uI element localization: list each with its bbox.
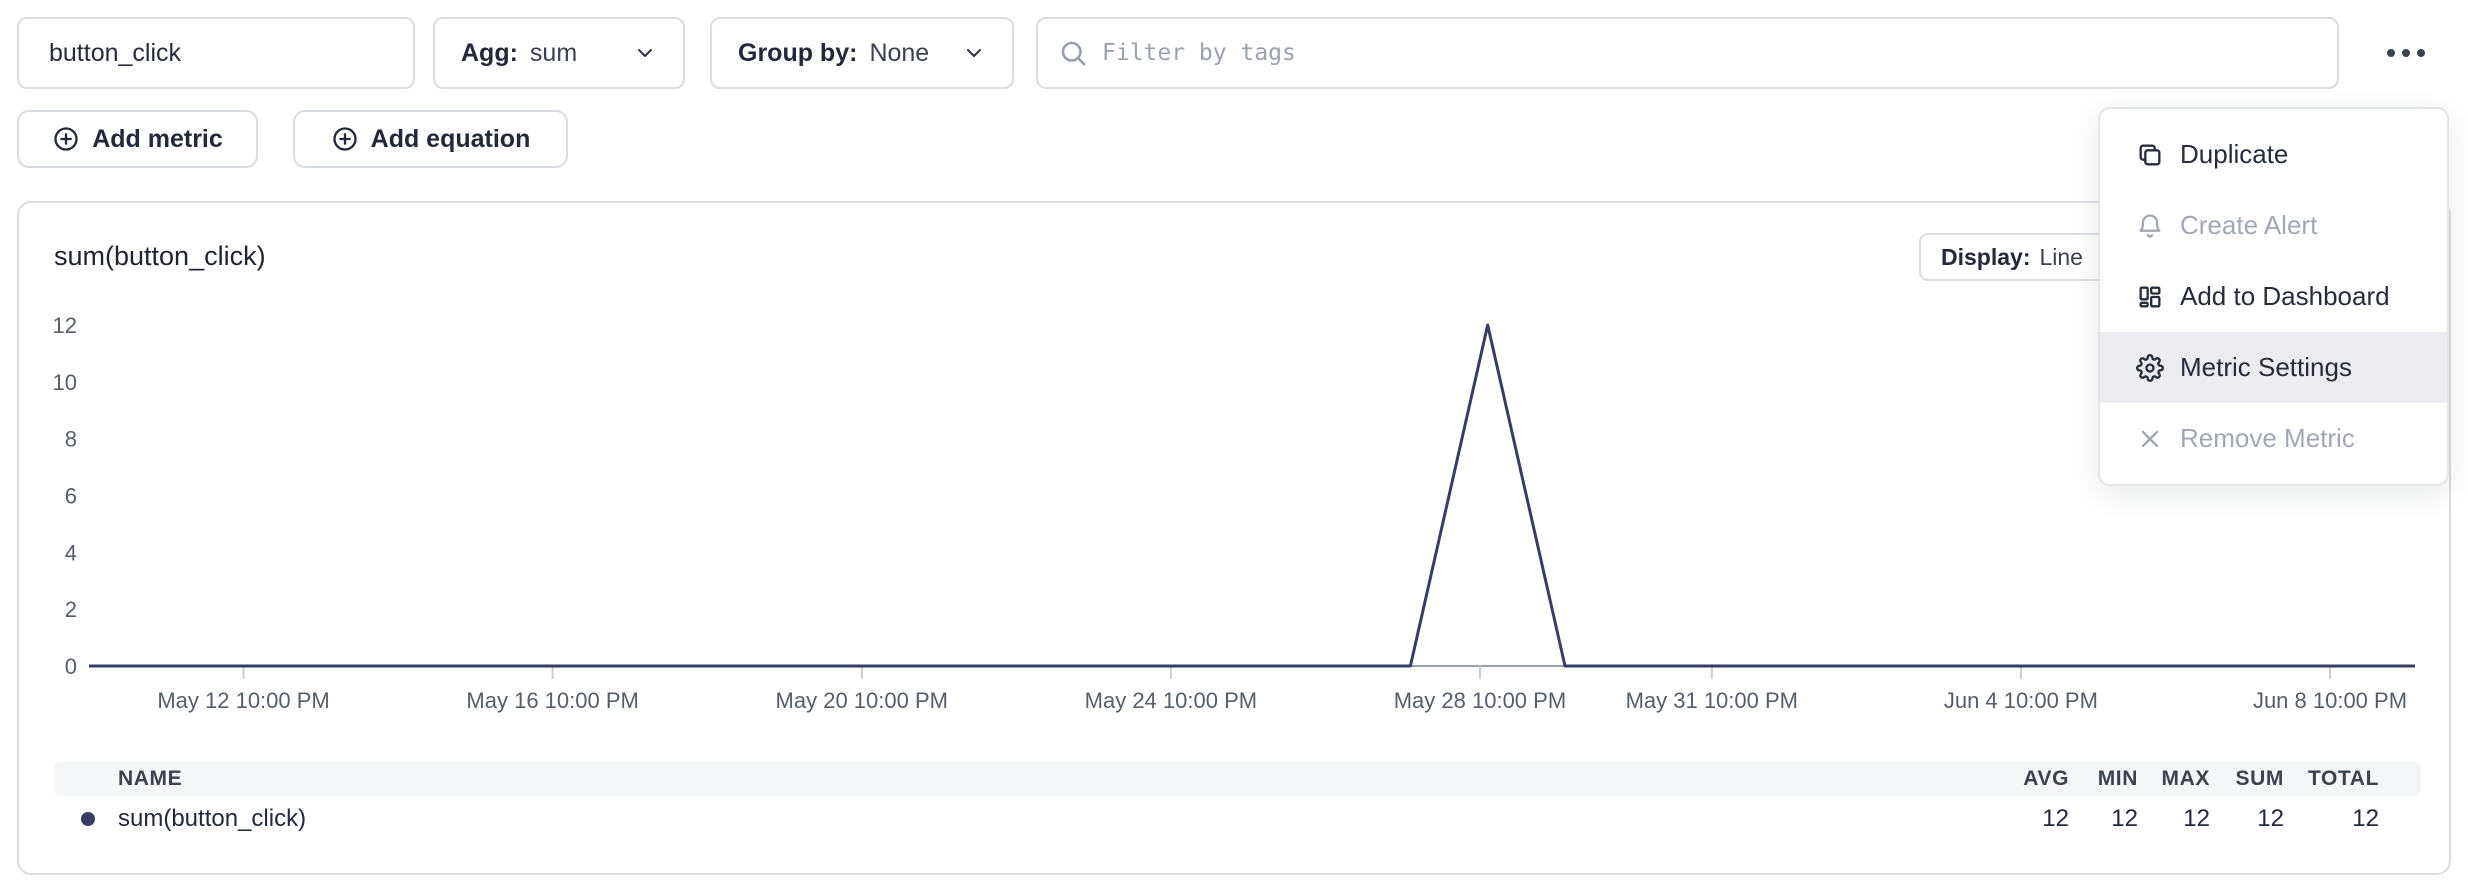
svg-text:Jun 8 10:00 PM: Jun 8 10:00 PM <box>2253 688 2407 713</box>
plus-circle-icon <box>54 127 78 151</box>
svg-text:2: 2 <box>65 597 77 622</box>
svg-text:May 12 10:00 PM: May 12 10:00 PM <box>157 688 329 713</box>
aggregation-value: sum <box>529 38 578 67</box>
tag-filter <box>1036 17 2339 89</box>
column-header-name: NAME <box>118 767 183 790</box>
add-metric-button[interactable]: Add metric <box>17 110 258 168</box>
alert-bell-icon <box>2136 212 2164 240</box>
menu-item-label: Metric Settings <box>2180 352 2352 382</box>
more-options-button[interactable] <box>2366 17 2446 89</box>
gear-icon <box>2136 353 2164 382</box>
menu-item-label: Create Alert <box>2180 210 2318 240</box>
group-by-label: Group by: <box>738 38 858 67</box>
series-avg: 12 <box>2042 805 2069 832</box>
svg-text:May 28 10:00 PM: May 28 10:00 PM <box>1394 688 1566 713</box>
column-header-max: MAX <box>2161 767 2210 790</box>
series-name: sum(button_click) <box>118 805 307 832</box>
svg-text:8: 8 <box>65 427 77 452</box>
display-value: Line <box>2039 243 2083 270</box>
group-by-dropdown[interactable]: Group by: None <box>710 17 1014 89</box>
series-min: 12 <box>2111 805 2138 832</box>
copy-icon <box>2136 141 2164 169</box>
metric-name-input[interactable] <box>17 17 415 89</box>
column-header-total: TOTAL <box>2307 767 2379 790</box>
svg-text:May 16 10:00 PM: May 16 10:00 PM <box>466 688 638 713</box>
menu-item-label: Add to Dashboard <box>2180 281 2390 311</box>
svg-text:4: 4 <box>65 540 77 565</box>
x-icon <box>2136 425 2164 453</box>
svg-text:6: 6 <box>65 484 77 509</box>
series-max: 12 <box>2183 805 2210 832</box>
chart-panel: sum(button_click) Display: Line May 12 1… <box>17 201 2451 875</box>
summary-table-header: NAME AVG MIN MAX SUM TOTAL <box>54 762 2421 796</box>
add-equation-button[interactable]: Add equation <box>293 110 568 168</box>
menu-item-label: Duplicate <box>2180 139 2289 169</box>
tag-filter-input[interactable] <box>1102 23 2317 83</box>
series-sum: 12 <box>2257 805 2284 832</box>
column-header-min: MIN <box>2097 767 2138 790</box>
series-color-dot <box>81 812 95 826</box>
chevron-down-icon <box>638 49 652 57</box>
ellipsis-icon <box>2387 49 2395 57</box>
table-row[interactable]: sum(button_click) 12 12 12 12 12 <box>54 796 2421 842</box>
series-total: 12 <box>2352 805 2379 832</box>
svg-text:May 20 10:00 PM: May 20 10:00 PM <box>776 688 948 713</box>
menu-item-metric-settings[interactable]: Metric Settings <box>2100 332 2447 403</box>
menu-item-duplicate[interactable]: Duplicate <box>2100 119 2447 190</box>
menu-item-remove-metric: Remove Metric <box>2100 403 2447 474</box>
add-metric-label: Add metric <box>92 124 223 153</box>
column-header-avg: AVG <box>2023 767 2069 790</box>
menu-item-add-to-dashboard[interactable]: Add to Dashboard <box>2100 261 2447 332</box>
svg-text:May 24 10:00 PM: May 24 10:00 PM <box>1085 688 1257 713</box>
chevron-down-icon <box>967 49 981 57</box>
display-label: Display: <box>1941 243 2031 270</box>
dashboard-icon <box>2136 283 2164 311</box>
menu-item-label: Remove Metric <box>2180 423 2355 453</box>
search-icon <box>1061 41 1086 66</box>
svg-text:12: 12 <box>53 313 77 338</box>
summary-table: NAME AVG MIN MAX SUM TOTAL sum(button_cl… <box>54 762 2421 842</box>
menu-item-create-alert: Create Alert <box>2100 190 2447 261</box>
plus-circle-icon <box>332 127 357 151</box>
svg-text:Jun 4 10:00 PM: Jun 4 10:00 PM <box>1944 688 2098 713</box>
column-header-sum: SUM <box>2235 767 2284 790</box>
aggregation-dropdown[interactable]: Agg: sum <box>433 17 685 89</box>
svg-text:10: 10 <box>53 370 77 395</box>
group-by-value: None <box>869 38 930 67</box>
svg-text:May 31 10:00 PM: May 31 10:00 PM <box>1626 688 1798 713</box>
add-equation-label: Add equation <box>370 124 531 153</box>
line-chart: May 12 10:00 PM May 16 10:00 PM May 20 10:… <box>53 313 2415 713</box>
aggregation-label: Agg: <box>461 38 518 67</box>
chart-title: sum(button_click) <box>54 241 266 271</box>
metric-options-menu: Duplicate Create Alert Add to Dashboard Met… <box>2098 107 2449 486</box>
svg-text:0: 0 <box>65 654 77 679</box>
